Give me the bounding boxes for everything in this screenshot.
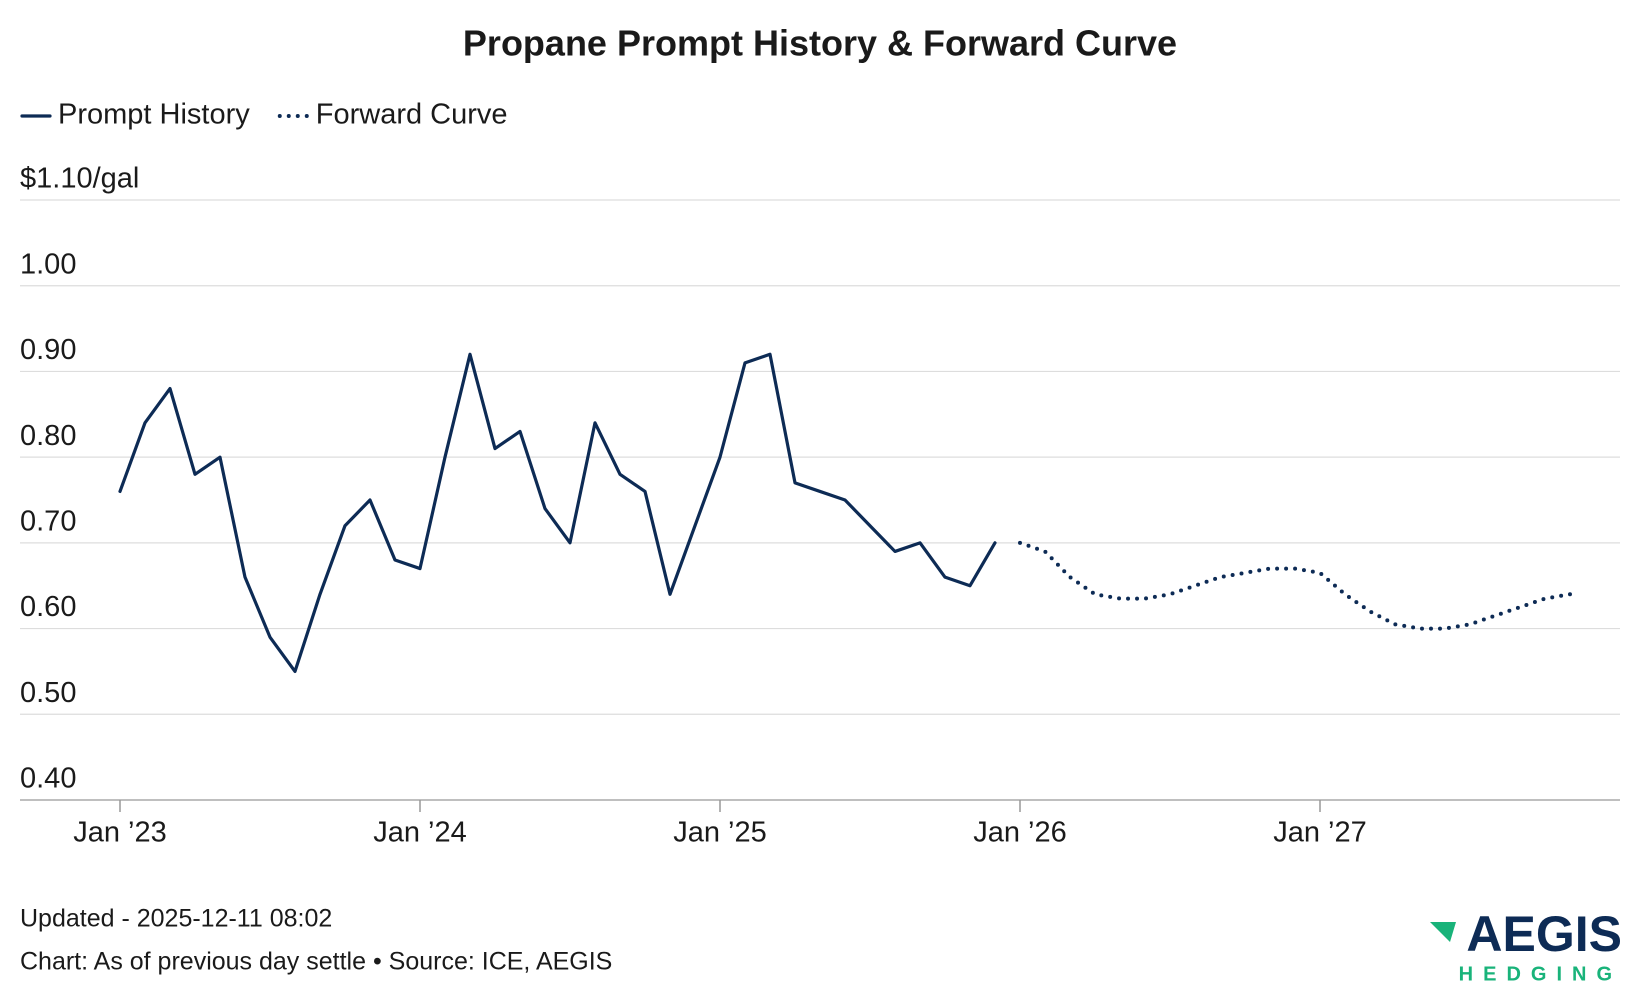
y-tick-label: $1.10/gal bbox=[20, 163, 139, 195]
y-tick-label: 0.70 bbox=[20, 506, 76, 538]
y-tick-label: 0.60 bbox=[20, 591, 76, 623]
footer-source: Chart: As of previous day settle • Sourc… bbox=[20, 948, 612, 976]
y-tick-label: 0.40 bbox=[20, 763, 76, 795]
footer-updated: Updated - 2025-12-11 08:02 bbox=[20, 905, 332, 933]
logo-name: AEGIS bbox=[1466, 906, 1622, 962]
chart-title: Propane Prompt History & Forward Curve bbox=[463, 23, 1177, 64]
y-tick-label: 0.90 bbox=[20, 334, 76, 366]
y-tick-label: 0.50 bbox=[20, 677, 76, 709]
x-tick-label: Jan ’27 bbox=[1273, 817, 1367, 849]
x-tick-label: Jan ’26 bbox=[973, 817, 1067, 849]
forward-line bbox=[1018, 540, 1572, 631]
legend-label: Prompt History bbox=[58, 99, 250, 131]
history-line bbox=[118, 352, 997, 674]
x-tick-label: Jan ’25 bbox=[673, 817, 767, 849]
x-tick-label: Jan ’24 bbox=[373, 817, 467, 849]
logo-tagline: HEDGING bbox=[1459, 963, 1622, 985]
y-tick-label: 0.80 bbox=[20, 420, 76, 452]
y-tick-label: 1.00 bbox=[20, 248, 76, 280]
x-tick-label: Jan ’23 bbox=[73, 817, 167, 849]
logo-icon bbox=[1430, 922, 1456, 942]
legend-label: Forward Curve bbox=[316, 99, 508, 131]
